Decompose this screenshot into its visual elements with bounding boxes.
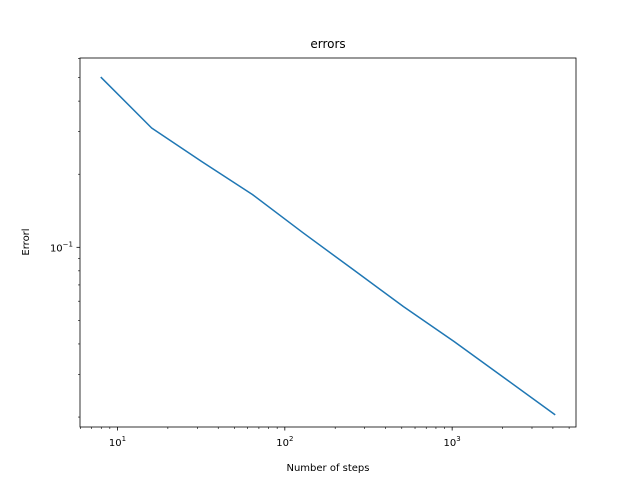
x-tick-label: 101 (109, 435, 126, 449)
y-axis-label: Errorl (21, 228, 32, 255)
x-axis-label: Number of steps (286, 463, 369, 474)
chart-title: errors (310, 37, 345, 51)
x-tick-label: 102 (276, 435, 293, 449)
plot-area: 101 102 103 10−1 (50, 57, 577, 449)
x-tick-label: 103 (444, 435, 461, 449)
y-tick-label: 10−1 (50, 240, 73, 254)
series-line (100, 76, 556, 416)
axes-frame (79, 57, 577, 428)
